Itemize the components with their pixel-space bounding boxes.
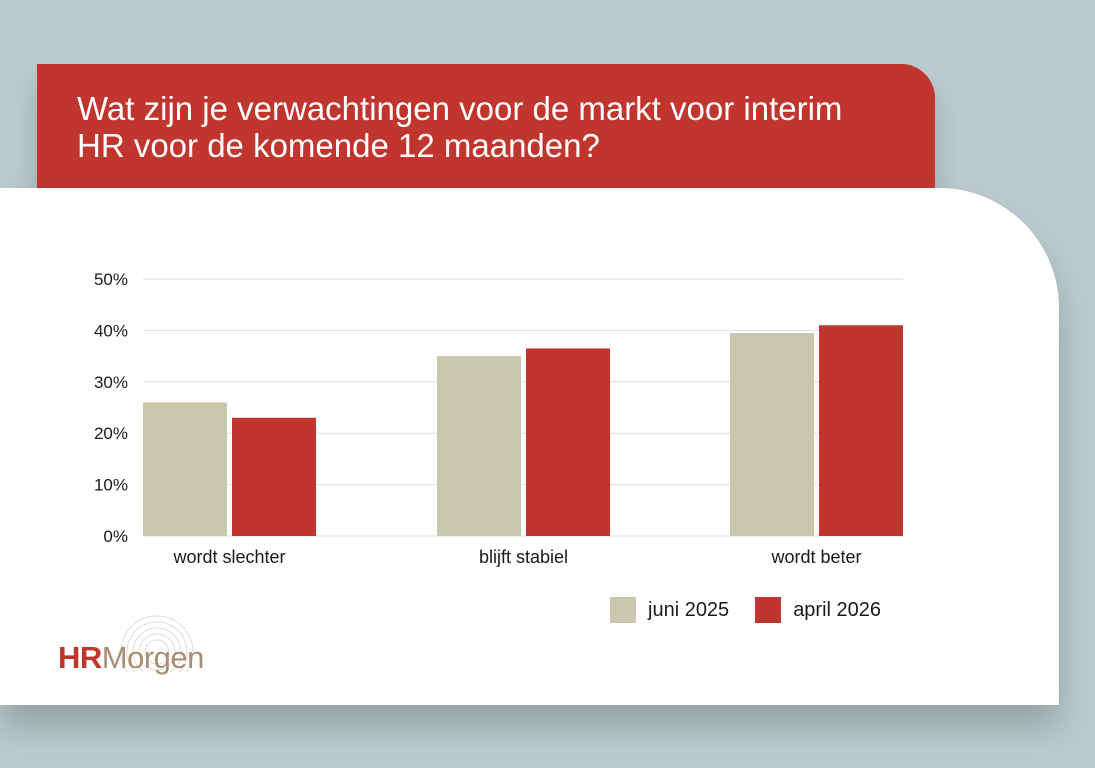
y-tick-label: 40% xyxy=(94,321,128,340)
bar-1-3 xyxy=(730,332,814,536)
legend: juni 2025 april 2026 xyxy=(610,597,881,623)
hrmorgen-logo: HRMorgen xyxy=(58,640,204,676)
bar-2-2 xyxy=(526,348,610,536)
bar-2-1 xyxy=(232,417,316,536)
logo-morgen: Morgen xyxy=(101,640,205,675)
legend-label-series-1: juni 2025 xyxy=(648,598,730,621)
bar-2-3 xyxy=(819,325,903,536)
x-tick-label: wordt beter xyxy=(770,547,861,567)
chart-title: Wat zijn je verwachtingen voor de markt … xyxy=(77,90,843,164)
legend-swatch-series-1 xyxy=(610,597,636,623)
y-tick-label: 30% xyxy=(94,373,128,392)
bar-1-1 xyxy=(143,402,227,536)
y-tick-label: 0% xyxy=(103,527,128,546)
bars xyxy=(143,325,903,536)
x-tick-label: blijft stabiel xyxy=(479,547,568,567)
y-tick-label: 50% xyxy=(94,270,128,289)
x-axis-ticks: wordt slechter blijft stabiel wordt beter xyxy=(172,547,861,567)
legend-item-series-1: juni 2025 xyxy=(610,597,729,623)
bar-1-2 xyxy=(437,356,521,536)
y-tick-label: 20% xyxy=(94,424,128,443)
legend-item-series-2: april 2026 xyxy=(755,597,881,623)
logo-rings-icon xyxy=(120,615,194,672)
y-axis-ticks: 0% 10% 20% 30% 40% 50% xyxy=(94,270,128,546)
y-tick-label: 10% xyxy=(94,476,128,495)
legend-swatch-series-2 xyxy=(755,597,782,623)
legend-label-series-2: april 2026 xyxy=(793,598,882,621)
x-tick-label: wordt slechter xyxy=(172,547,285,567)
logo-hr: HR xyxy=(58,640,102,675)
